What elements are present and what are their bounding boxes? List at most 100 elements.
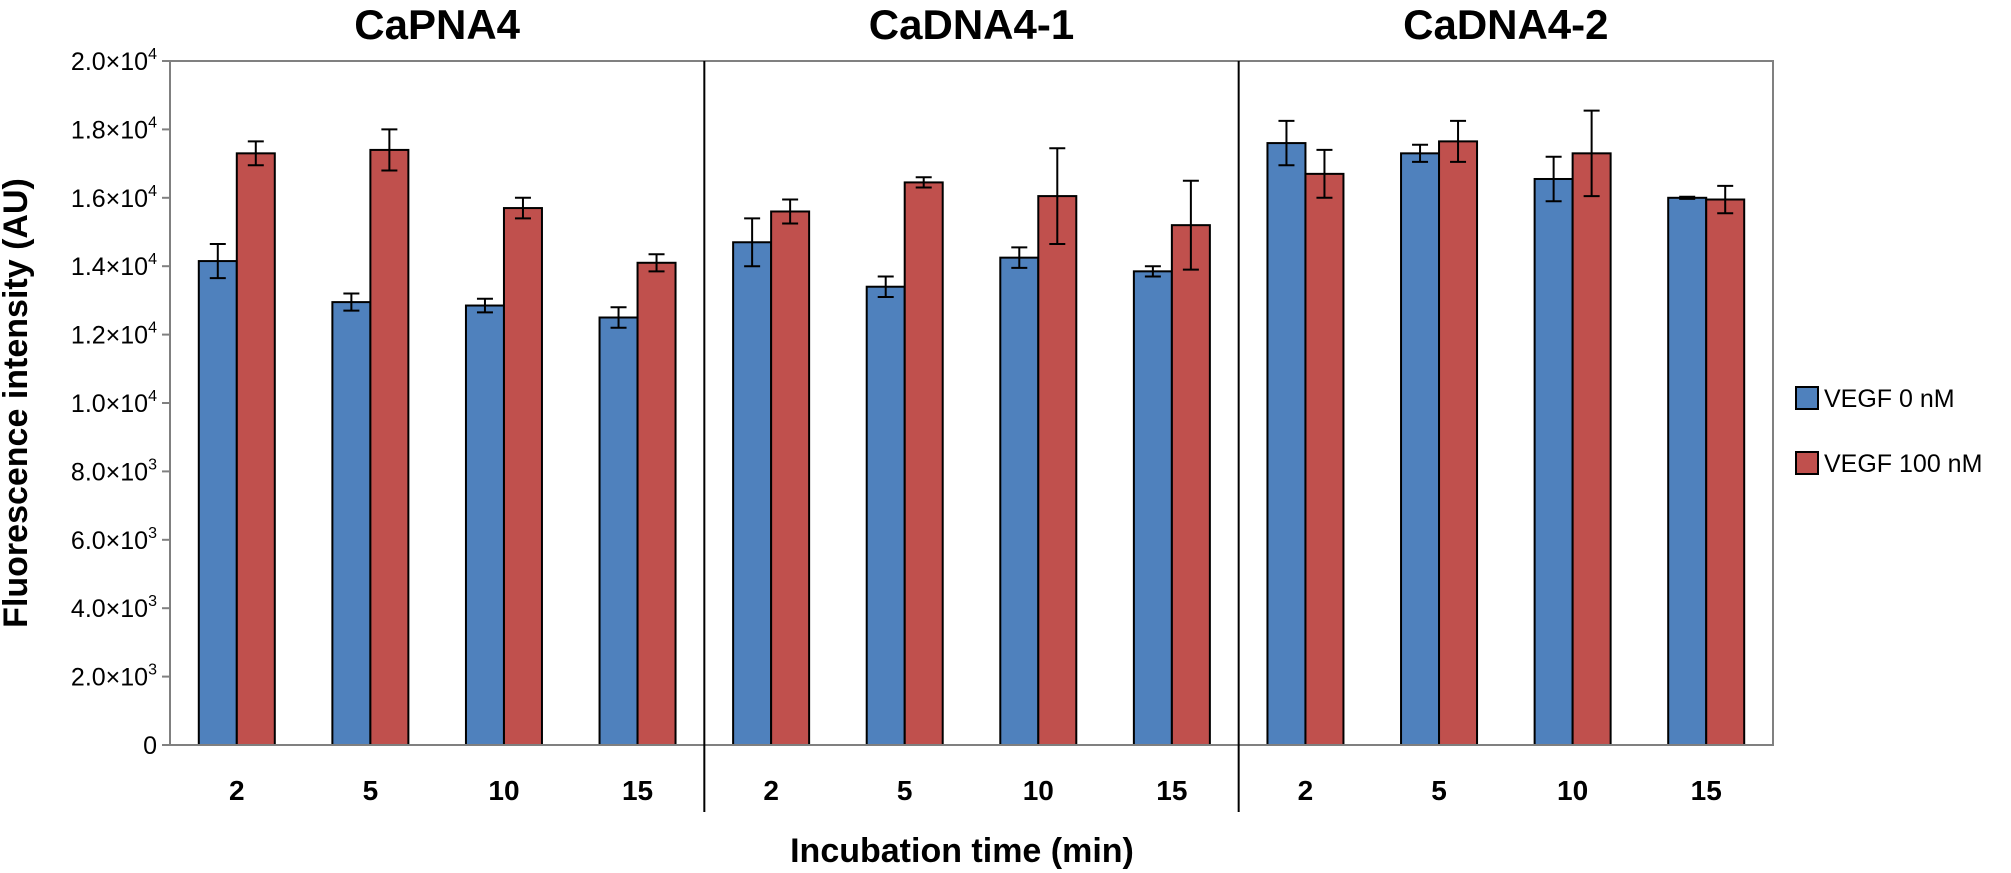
y-tick-label-exponent: 3 <box>148 525 157 542</box>
error-bar <box>476 297 493 314</box>
error-bar <box>1450 119 1467 163</box>
group-titles: CaPNA4 CaDNA4-1 CaDNA4-2 <box>354 1 1608 48</box>
bar-vegf-0nm <box>865 285 906 746</box>
y-tick-label-base: 1.4×10 <box>71 253 148 281</box>
bar-vegf-0nm <box>999 256 1040 746</box>
y-tick-label-base: 2.0×10 <box>71 48 148 76</box>
bar-vegf-100nm <box>903 181 944 747</box>
x-axis-label: Incubation time (min) <box>790 832 1134 870</box>
bar-vegf-100nm <box>1438 140 1479 746</box>
x-tick-label: 5 <box>897 775 913 806</box>
error-bars <box>209 109 1734 329</box>
x-tick-label: 10 <box>488 775 519 806</box>
group-dividers <box>703 61 1240 812</box>
y-tick-label-exponent: 4 <box>148 388 157 405</box>
y-tick-label-base: 6.0×10 <box>71 527 148 555</box>
error-bar <box>782 198 799 225</box>
bar-vegf-0nm <box>1400 152 1441 746</box>
bar-vegf-100nm <box>235 152 276 746</box>
y-tick-label: 2.0×104 <box>71 46 157 76</box>
bar-vegf-0nm <box>1533 177 1574 747</box>
y-tick-label-exponent: 4 <box>148 320 157 337</box>
bar-vegf-100nm <box>1170 224 1211 747</box>
legend: VEGF 0 nM VEGF 100 nM <box>1795 385 1982 478</box>
x-tick-label: 15 <box>622 775 653 806</box>
error-bar <box>648 253 665 273</box>
y-tick-label-exponent: 3 <box>148 593 157 610</box>
x-tick-label: 2 <box>1298 775 1314 806</box>
error-bar <box>877 275 894 298</box>
bar-vegf-0nm <box>598 316 639 746</box>
y-tick-label-base: 8.0×10 <box>71 458 148 486</box>
plot-frame <box>169 60 1774 746</box>
error-bar <box>514 196 531 220</box>
y-tick-label: 1.8×104 <box>71 114 157 144</box>
legend-label: VEGF 100 nM <box>1824 450 1982 478</box>
legend-label: VEGF 0 nM <box>1824 385 1955 413</box>
error-bar <box>1717 184 1734 215</box>
error-bar <box>1583 109 1600 198</box>
y-axis: 02.0×1034.0×1036.0×1038.0×1031.0×1041.2×… <box>71 46 170 760</box>
x-tick-label: 10 <box>1023 775 1054 806</box>
legend-item: VEGF 100 nM <box>1795 450 1982 478</box>
bars <box>197 140 1746 747</box>
x-tick-label: 15 <box>1691 775 1722 806</box>
error-bar <box>1412 143 1429 163</box>
y-tick-label-exponent: 4 <box>148 46 157 63</box>
x-tick-label: 5 <box>1431 775 1447 806</box>
x-tick-label: 2 <box>229 775 245 806</box>
y-tick-label: 8.0×103 <box>71 456 157 486</box>
bar-vegf-100nm <box>636 261 677 746</box>
bar-vegf-100nm <box>1304 172 1345 747</box>
error-bar <box>1144 265 1161 278</box>
y-tick-label: 4.0×103 <box>71 593 157 623</box>
legend-swatch <box>1795 386 1819 410</box>
bar-vegf-100nm <box>369 148 410 747</box>
bar-vegf-0nm <box>197 260 238 746</box>
y-tick-label: 1.2×104 <box>71 320 157 350</box>
y-tick-label-exponent: 3 <box>148 456 157 473</box>
error-bar <box>343 292 360 312</box>
y-tick-label: 1.6×104 <box>71 183 157 213</box>
y-tick-label-base: 1.2×10 <box>71 322 148 350</box>
bar-vegf-0nm <box>732 241 773 746</box>
bar-vegf-0nm <box>1667 196 1708 747</box>
legend-item: VEGF 0 nM <box>1795 385 1955 413</box>
y-tick-label-exponent: 3 <box>148 662 157 679</box>
error-bar <box>1049 147 1066 245</box>
error-bar <box>1545 155 1562 203</box>
bar-vegf-100nm <box>1705 198 1746 746</box>
x-tick-label: 2 <box>763 775 779 806</box>
x-tick-label: 15 <box>1156 775 1187 806</box>
error-bar <box>1316 148 1333 199</box>
legend-swatch <box>1795 451 1819 475</box>
bar-vegf-0nm <box>1132 270 1173 746</box>
error-bar <box>915 176 932 189</box>
error-bar <box>1011 246 1028 269</box>
y-tick-label-base: 0 <box>143 732 157 760</box>
error-bar <box>247 140 264 167</box>
y-tick-label-base: 4.0×10 <box>71 595 148 623</box>
y-tick-label: 1.0×104 <box>71 388 157 418</box>
bar-vegf-100nm <box>770 210 811 747</box>
y-tick-label-base: 2.0×10 <box>71 664 148 692</box>
error-bar <box>381 128 398 172</box>
error-bar <box>1182 179 1199 271</box>
bar-vegf-0nm <box>1266 142 1307 746</box>
bar-vegf-0nm <box>464 304 505 746</box>
y-tick-label-base: 1.6×10 <box>71 185 148 213</box>
group-title: CaDNA4-2 <box>1403 1 1608 48</box>
bar-vegf-100nm <box>502 207 543 746</box>
y-axis-label: Fluorescence intensity (AU) <box>0 178 35 628</box>
y-tick-label-exponent: 4 <box>148 183 157 200</box>
error-bar <box>209 242 226 280</box>
y-tick-label: 0 <box>143 732 157 760</box>
group-title: CaPNA4 <box>354 1 520 48</box>
error-bar <box>610 306 627 329</box>
error-bar <box>1278 119 1295 167</box>
x-tick-label: 5 <box>363 775 379 806</box>
x-tick-labels: 2 5 10 15 2 5 10 15 2 5 10 15 <box>229 775 1722 806</box>
y-tick-label-base: 1.8×10 <box>71 116 148 144</box>
y-tick-label: 1.4×104 <box>71 251 157 281</box>
